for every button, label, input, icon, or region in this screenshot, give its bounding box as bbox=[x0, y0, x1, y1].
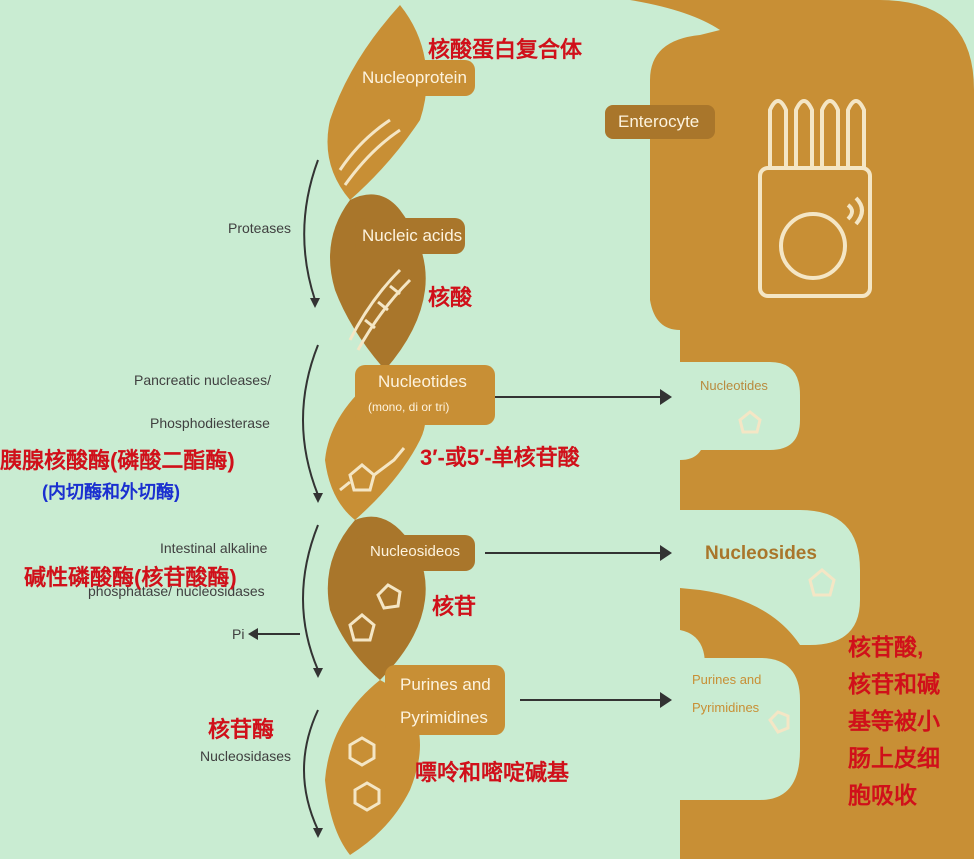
annot-bases: 嘌呤和嘧啶碱基 bbox=[415, 760, 570, 785]
label-nucleoprotein: Nucleoprotein bbox=[362, 68, 467, 87]
annot-absorb-3: 基等被小 bbox=[848, 708, 940, 734]
label-ent-nucleotides: Nucleotides bbox=[700, 378, 768, 393]
annot-phosphatase: 碱性磷酸酶(核苷酸酶) bbox=[24, 565, 237, 590]
annot-absorb-5: 胞吸收 bbox=[848, 782, 917, 808]
label-intestinal-2: phosphatase/ nucleosidases bbox=[88, 583, 265, 599]
box-nucleosides bbox=[355, 535, 475, 571]
label-nucleic-acids: Nucleic acids bbox=[362, 226, 463, 245]
box-purines bbox=[385, 665, 505, 735]
label-nucleosides: Nucleosideos bbox=[370, 543, 461, 560]
pocket-nucleosides bbox=[680, 510, 860, 645]
annot-endo-exo: (内切酶和外切酶) bbox=[42, 482, 180, 502]
label-nucleotides-sub: (mono, di or tri) bbox=[368, 400, 450, 414]
pocket-nucleotides bbox=[680, 362, 800, 450]
label-intestinal-1: Intestinal alkaline bbox=[160, 540, 268, 556]
box-nucleic-acids bbox=[355, 218, 465, 254]
annot-absorb-2: 核苷和碱 bbox=[848, 671, 940, 697]
label-pancreatic-1: Pancreatic nucleases/ bbox=[134, 372, 271, 388]
arrow-heads bbox=[248, 298, 672, 838]
annot-nucleoside: 核苷 bbox=[432, 594, 477, 619]
pocket-purines bbox=[680, 658, 800, 800]
annot-absorb-4: 肠上皮细 bbox=[848, 745, 940, 771]
label-proteases: Proteases bbox=[228, 220, 292, 236]
enterocyte-cell-icon bbox=[758, 99, 872, 298]
annot-absorb-1: 核苷酸, bbox=[848, 634, 924, 660]
label-ent-purines-1: Purines and bbox=[692, 672, 762, 687]
label-purines-1: Purines and bbox=[400, 675, 491, 694]
arrows bbox=[258, 159, 660, 831]
annot-nucleosidase: 核苷酶 bbox=[208, 717, 275, 742]
label-pi: Pi bbox=[232, 626, 245, 642]
annot-nucleic-acid: 核酸 bbox=[428, 285, 473, 310]
helix-segment-nucleoprotein bbox=[327, 5, 427, 200]
annot-pancreatic: 胰腺核酸酶(磷酸二酯酶) bbox=[0, 448, 235, 473]
label-nucleosidases: Nucleosidases bbox=[200, 748, 292, 764]
label-ent-nucleosides: Nucleosides bbox=[705, 543, 817, 564]
label-enterocyte: Enterocyte bbox=[618, 112, 700, 131]
label-pancreatic-2: Phosphodiesterase bbox=[150, 415, 270, 431]
annot-mononucleotide: 3′-或5′-单核苷酸 bbox=[420, 445, 580, 470]
label-nucleotides: Nucleotides bbox=[378, 372, 467, 391]
box-nucleoprotein bbox=[355, 60, 475, 96]
label-ent-purines-2: Pyrimidines bbox=[692, 700, 760, 715]
box-nucleotides bbox=[355, 365, 495, 425]
label-purines-2: Pyrimidines bbox=[400, 708, 488, 727]
enterocyte-wall bbox=[630, 0, 974, 859]
molecule-icons bbox=[338, 118, 836, 812]
enterocyte-label-box bbox=[605, 105, 715, 139]
annot-nucleoprotein: 核酸蛋白复合体 bbox=[428, 37, 583, 62]
